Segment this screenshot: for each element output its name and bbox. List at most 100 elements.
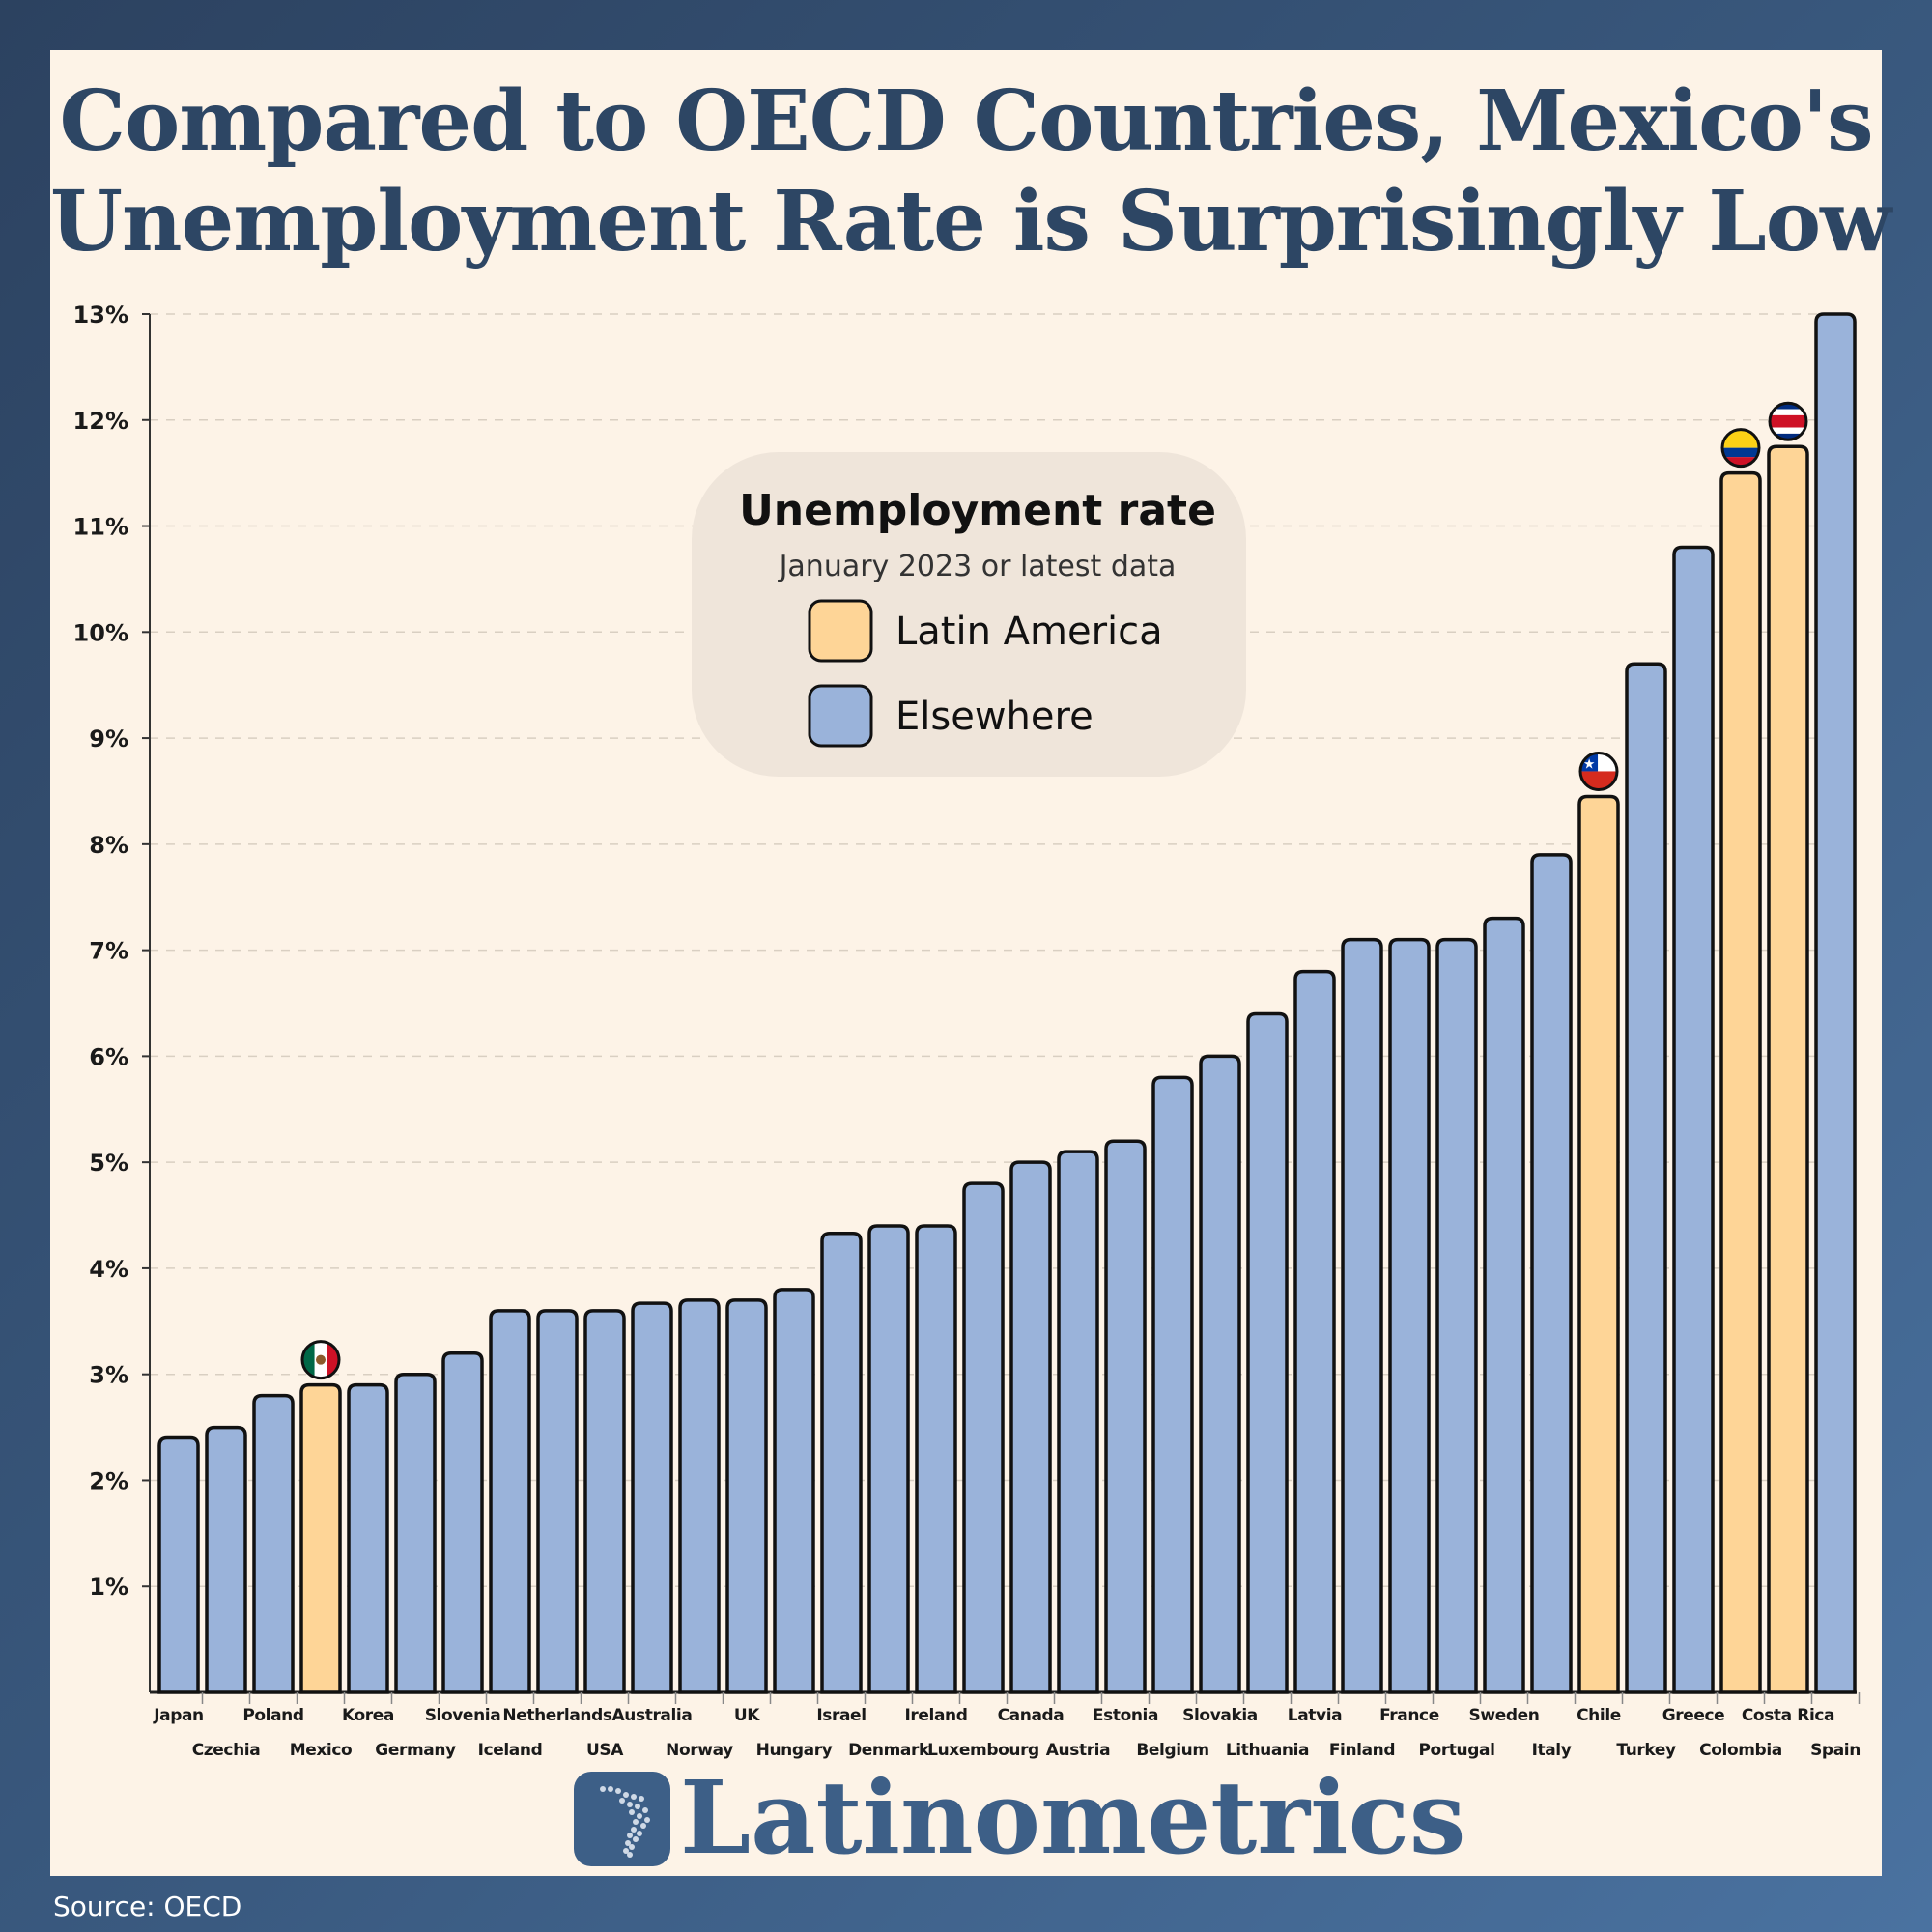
bar-portugal [1435, 937, 1478, 1694]
x-tick-label: Poland [242, 1706, 303, 1725]
x-tick-label: Israel [816, 1706, 866, 1725]
y-tick-label: 7% [89, 938, 128, 965]
bar-poland [252, 1393, 295, 1694]
map-dot [627, 1833, 633, 1838]
bar-spain [1814, 312, 1857, 1694]
map-dot [637, 1831, 642, 1836]
bar-estonia [1104, 1139, 1147, 1694]
map-dot [642, 1807, 648, 1813]
x-tick-label: Denmark [848, 1741, 930, 1760]
bar-iceland [489, 1309, 531, 1694]
y-tick-label: 2% [89, 1467, 128, 1494]
x-tick-label: Korea [342, 1706, 394, 1725]
map-dot [633, 1836, 639, 1842]
x-tick-label: Netherlands [502, 1706, 611, 1725]
bar-usa [583, 1309, 626, 1694]
y-tick-label: 5% [89, 1150, 128, 1177]
bar-finland [1341, 937, 1383, 1694]
y-tick-label: 3% [89, 1362, 128, 1389]
x-tick-label: Sweden [1469, 1706, 1540, 1725]
map-dot [615, 1788, 621, 1794]
legend-label-latin-america: Latin America [895, 610, 1163, 654]
bar-hungary [773, 1288, 815, 1694]
bar-uk [725, 1298, 768, 1694]
map-dot [639, 1796, 644, 1802]
costa-rica-flag-icon-border [1768, 401, 1808, 441]
bar-lithuania [1246, 1011, 1289, 1694]
x-tick-label: Finland [1329, 1741, 1395, 1760]
bar-france [1388, 937, 1431, 1694]
x-tick-label: Australia [612, 1706, 693, 1725]
legend-subtitle: January 2023 or latest data [778, 550, 1177, 583]
colombia-flag-icon [1722, 429, 1759, 467]
map-dot [623, 1848, 629, 1854]
svg-text:★: ★ [1583, 756, 1596, 772]
legend-swatch-latin-america [808, 599, 873, 663]
y-tick-label: 13% [73, 301, 128, 328]
bar-netherlands [536, 1309, 579, 1694]
map-dot [640, 1823, 646, 1829]
title-line-2: Unemployment Rate is Surprisingly Low [50, 173, 1891, 270]
y-tick-label: 6% [89, 1043, 128, 1070]
y-tick-label: 12% [73, 408, 128, 435]
x-tick-label: Czechia [192, 1741, 261, 1760]
x-tick-label: Chile [1577, 1706, 1621, 1725]
bar-greece [1672, 545, 1715, 1694]
map-dot [644, 1817, 650, 1823]
bar-costa-rica [1767, 444, 1809, 1694]
x-tick-label: Estonia [1093, 1706, 1158, 1725]
x-tick-label: France [1379, 1706, 1439, 1725]
y-tick-label: 9% [89, 725, 128, 753]
x-tick-label: Slovakia [1182, 1706, 1258, 1725]
bar-germany [394, 1372, 437, 1694]
bar-norway [678, 1298, 721, 1694]
x-tick-label: Luxembourg [927, 1741, 1039, 1760]
bar-canada [1009, 1160, 1052, 1694]
bar-italy [1530, 853, 1573, 1694]
map-dot [625, 1840, 631, 1846]
legend-title: Unemployment rate [739, 486, 1216, 535]
bar-israel [820, 1231, 863, 1694]
x-tick-label: Norway [666, 1741, 733, 1760]
x-tick-label: Germany [375, 1741, 456, 1760]
map-dot [629, 1844, 635, 1850]
x-tick-label: Austria [1046, 1741, 1110, 1760]
bar-slovenia [441, 1350, 484, 1694]
chile-flag-icon-border [1578, 751, 1619, 791]
x-tick-label: Ireland [904, 1706, 967, 1725]
brand-wordmark: Latinometrics [680, 1758, 1465, 1877]
y-tick-label: 1% [89, 1574, 128, 1601]
bar-austria [1057, 1150, 1099, 1694]
x-tick-label: Colombia [1699, 1741, 1782, 1760]
x-tick-label: Turkey [1616, 1741, 1676, 1760]
x-tick-label: Hungary [756, 1741, 833, 1760]
bar-australia [631, 1301, 673, 1694]
y-tick-label: 11% [73, 514, 128, 541]
x-tick-label: Belgium [1136, 1741, 1208, 1760]
costa-rica-flag-icon [1770, 403, 1806, 440]
x-tick-label: Latvia [1288, 1706, 1342, 1725]
map-dot [629, 1809, 635, 1815]
x-tick-label: Italy [1532, 1741, 1572, 1760]
bar-ireland [915, 1224, 957, 1694]
x-tick-label: Mexico [290, 1741, 353, 1760]
x-tick-label: Lithuania [1226, 1741, 1309, 1760]
map-dot [631, 1794, 637, 1800]
x-tick-label: USA [586, 1741, 624, 1760]
x-tick-label: Portugal [1418, 1741, 1494, 1760]
chart-title: Compared to OECD Countries, Mexico's Une… [50, 71, 1891, 272]
bar-turkey [1625, 662, 1667, 1694]
bar-luxembourg [962, 1181, 1005, 1694]
x-tick-label: Greece [1662, 1706, 1725, 1725]
bar-chile [1577, 794, 1620, 1694]
bar-belgium [1151, 1075, 1194, 1694]
map-dot [619, 1798, 625, 1804]
bar-japan [157, 1435, 200, 1694]
bar-slovakia [1199, 1054, 1241, 1694]
mexico-flag-icon-border [300, 1340, 341, 1380]
title-line-1: Compared to OECD Countries, Mexico's [59, 72, 1873, 170]
y-tick-label: 8% [89, 832, 128, 859]
map-dot [627, 1802, 633, 1807]
legend-label-elsewhere: Elsewhere [895, 695, 1094, 739]
